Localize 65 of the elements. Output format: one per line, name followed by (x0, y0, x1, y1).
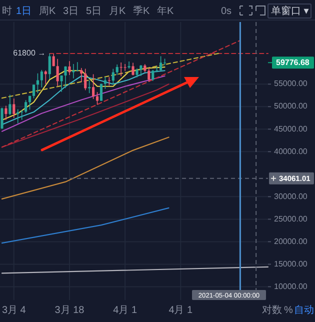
candlestick (88, 80, 91, 94)
candlestick (112, 68, 114, 85)
text: 时 (2, 5, 12, 17)
candlestick (92, 74, 95, 100)
y-tick-label: 50000.00 (274, 102, 308, 111)
y-tick-label: 40000.00 (274, 146, 308, 156)
text: 单窗口 ▾ (271, 5, 309, 17)
text: 5日 (86, 6, 102, 17)
ref-line-label: 59776.68 (276, 58, 310, 68)
text: 年K (157, 5, 174, 17)
x-tick-label: 4月 1 (168, 305, 194, 316)
text: 0s (221, 6, 232, 17)
text: 季K (133, 5, 150, 17)
text: 1日 (16, 6, 32, 17)
line-series (1, 136, 170, 200)
line-series (1, 84, 170, 148)
candlestick (48, 53, 51, 80)
candlestick (84, 68, 87, 91)
candlestick (100, 83, 103, 102)
candlestick (132, 62, 134, 76)
x-tick-label: 4月 1 (113, 305, 138, 316)
candlestick (124, 64, 126, 72)
candlestick (12, 98, 16, 118)
y-tick-label: 45000.00 (274, 124, 308, 134)
y-tick-label: 20000.00 (274, 236, 308, 246)
line-series (1, 75, 166, 132)
candlestick (24, 100, 28, 114)
candlestick (40, 70, 43, 88)
candlestick (60, 74, 63, 92)
candlestick (160, 56, 162, 72)
candlestick (148, 67, 150, 82)
candlestick (44, 70, 47, 84)
candlestick (96, 92, 99, 106)
candlestick (64, 66, 67, 88)
y-tick-label: 30000.00 (274, 192, 308, 201)
candlestick (104, 76, 107, 90)
candlestick (52, 54, 55, 67)
candlestick (0, 107, 4, 130)
candlestick (4, 105, 8, 120)
x-tick-label: 3月 4 (2, 305, 26, 316)
annotation: 61800 → (13, 48, 46, 58)
candlestick (68, 60, 71, 76)
candlestick (128, 61, 130, 69)
candlestick (116, 64, 118, 76)
text: % (284, 305, 293, 316)
candlestick (32, 84, 36, 99)
candlestick (152, 70, 154, 82)
text: 自动 (294, 304, 314, 316)
candlestick (80, 68, 83, 82)
candlestick (16, 108, 20, 124)
candlestick (8, 94, 12, 116)
candlestick (28, 95, 32, 110)
text: 周K (39, 6, 56, 17)
candlestick (20, 110, 24, 120)
y-tick-label: 55000.00 (274, 79, 308, 88)
text: 月K (109, 6, 126, 17)
x-tick-label: 3月 18 (54, 305, 85, 316)
text: 对数 (262, 304, 282, 316)
y-tick-label: 25000.00 (274, 214, 308, 224)
candlestick (140, 64, 142, 76)
text: 3日 (63, 6, 79, 17)
y-tick-label: 15000.00 (274, 259, 308, 268)
y-tick-label: 10000.00 (274, 282, 308, 291)
candlestick (76, 62, 79, 72)
candlestick (56, 58, 59, 86)
